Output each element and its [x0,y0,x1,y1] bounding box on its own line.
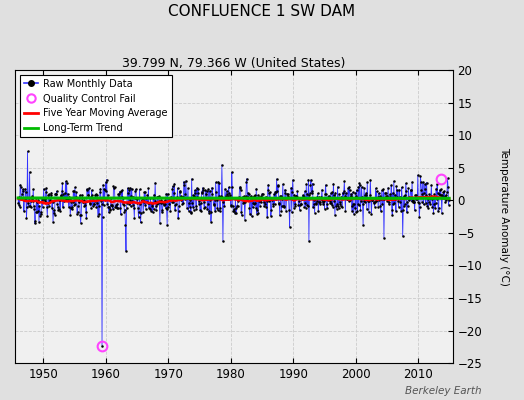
Legend: Raw Monthly Data, Quality Control Fail, Five Year Moving Average, Long-Term Tren: Raw Monthly Data, Quality Control Fail, … [20,75,171,137]
Title: 39.799 N, 79.366 W (United States): 39.799 N, 79.366 W (United States) [122,57,345,70]
Y-axis label: Temperature Anomaly (°C): Temperature Anomaly (°C) [499,147,509,286]
Text: CONFLUENCE 1 SW DAM: CONFLUENCE 1 SW DAM [168,4,356,19]
Text: Berkeley Earth: Berkeley Earth [406,386,482,396]
